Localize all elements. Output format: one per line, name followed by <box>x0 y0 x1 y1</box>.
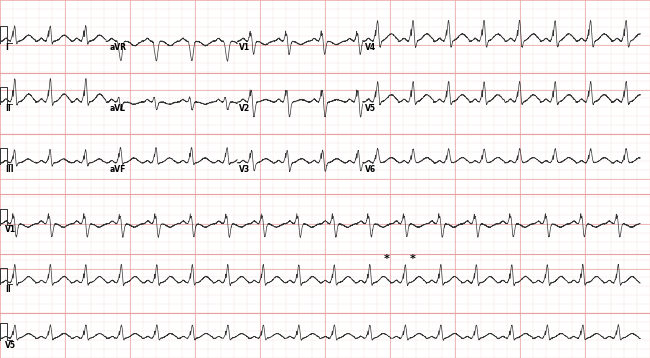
Text: II: II <box>5 104 11 113</box>
Text: V3: V3 <box>239 165 250 174</box>
Text: aVR: aVR <box>109 43 126 52</box>
Text: V6: V6 <box>365 165 376 174</box>
Text: V4: V4 <box>365 43 376 52</box>
Text: V5: V5 <box>365 104 376 113</box>
Text: *: * <box>384 254 390 264</box>
Text: *: * <box>410 254 416 264</box>
Text: I: I <box>5 43 8 52</box>
Text: V5: V5 <box>5 341 16 350</box>
Text: III: III <box>5 165 14 174</box>
Text: V1: V1 <box>239 43 250 52</box>
Text: aVF: aVF <box>109 165 125 174</box>
Text: II: II <box>5 285 11 294</box>
Text: aVL: aVL <box>109 104 125 113</box>
Text: V1: V1 <box>5 226 16 234</box>
Text: V2: V2 <box>239 104 250 113</box>
